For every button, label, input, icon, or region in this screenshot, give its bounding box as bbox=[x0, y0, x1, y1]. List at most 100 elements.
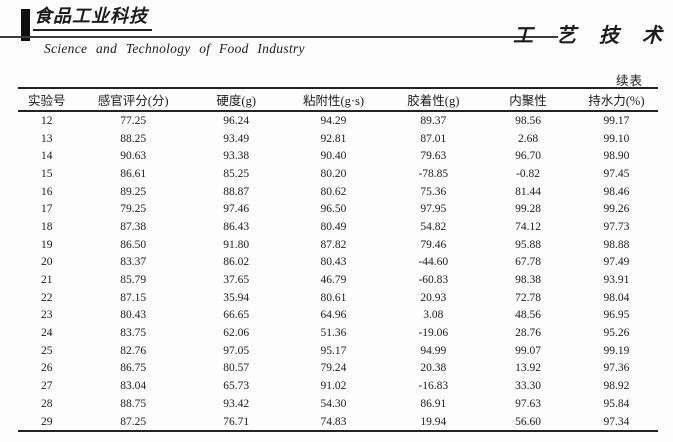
table-cell: 86.91 bbox=[420, 397, 447, 410]
table-cell: 80.43 bbox=[320, 256, 347, 269]
table-cell: 19.94 bbox=[420, 415, 447, 428]
table-cell: 28 bbox=[41, 397, 53, 410]
table-cell: 98.90 bbox=[603, 150, 630, 163]
table-cell: 80.49 bbox=[320, 220, 347, 233]
table-cell: 77.25 bbox=[120, 114, 147, 127]
table-cell: 79.63 bbox=[420, 150, 447, 163]
table-cell: 54.82 bbox=[420, 220, 447, 233]
table-cell: 23 bbox=[41, 309, 53, 322]
column-header: 内聚性 bbox=[509, 94, 547, 108]
table-cell: 93.49 bbox=[223, 132, 250, 145]
column-header: 硬度(g) bbox=[216, 94, 256, 108]
table-cell: 93.91 bbox=[603, 274, 630, 287]
table-cell: 24 bbox=[41, 327, 53, 340]
table-row: 20 83.37 86.02 80.43 -44.60 67.78 97.49 bbox=[18, 254, 658, 272]
table-cell: 98.92 bbox=[603, 380, 630, 393]
masthead-divider bbox=[0, 36, 558, 38]
table-cell: 85.79 bbox=[120, 274, 147, 287]
table-row: 13 88.25 93.49 92.81 87.01 2.68 99.10 bbox=[18, 130, 658, 148]
table-cell: 14 bbox=[41, 150, 53, 163]
table-cell: 88.25 bbox=[120, 132, 147, 145]
table-cell: 97.73 bbox=[603, 220, 630, 233]
journal-masthead: 食品工业科技 工 艺 技 术 Science and Technology of… bbox=[0, 0, 673, 62]
table-cell: 88.75 bbox=[120, 397, 147, 410]
table-cell: 90.40 bbox=[320, 150, 347, 163]
table-cell: 72.78 bbox=[515, 291, 541, 304]
table-cell: 56.60 bbox=[515, 415, 541, 428]
table-row: 29 87.25 76.71 74.83 19.94 56.60 97.34 bbox=[18, 413, 658, 432]
table-cell: 86.43 bbox=[223, 220, 250, 233]
table-cell: 99.28 bbox=[515, 203, 541, 216]
table-cell: 79.25 bbox=[120, 203, 147, 216]
column-header: 感官评分(分) bbox=[97, 94, 169, 108]
continued-table-label: 续表 bbox=[615, 74, 643, 88]
table-cell: 18 bbox=[41, 220, 53, 233]
table-cell: 67.78 bbox=[515, 256, 541, 269]
table-cell: 19 bbox=[41, 238, 53, 251]
table-cell: 99.10 bbox=[603, 132, 630, 145]
table-row: 23 80.43 66.65 64.96 3.08 48.56 96.95 bbox=[18, 307, 658, 325]
table-cell: 65.73 bbox=[223, 380, 250, 393]
table-cell: 98.88 bbox=[603, 238, 630, 251]
table-cell: 86.61 bbox=[120, 167, 147, 180]
table-cell: 20.93 bbox=[420, 291, 447, 304]
table-cell: 64.96 bbox=[320, 309, 347, 322]
table-cell: 96.95 bbox=[603, 309, 630, 322]
table-cell: 80.20 bbox=[320, 167, 347, 180]
table-cell: 13.92 bbox=[515, 362, 541, 375]
table-row: 19 86.50 91.80 87.82 79.46 95.88 98.88 bbox=[18, 236, 658, 254]
table-cell: 99.19 bbox=[603, 344, 630, 357]
table-cell: 87.38 bbox=[120, 220, 147, 233]
section-title-chinese: 工 艺 技 术 bbox=[513, 25, 671, 47]
table-cell: 66.65 bbox=[223, 309, 250, 322]
column-header: 实验号 bbox=[28, 94, 66, 108]
table-cell: 97.34 bbox=[603, 415, 630, 428]
table-cell: 91.02 bbox=[320, 380, 347, 393]
table-cell: -78.85 bbox=[418, 167, 449, 180]
table-row: 25 82.76 97.05 95.17 94.99 99.07 99.19 bbox=[18, 342, 658, 360]
table-header: 实验号 感官评分(分) 硬度(g) 粘附性(g·s) 胶着性(g) 内聚性 持水力(%) bbox=[18, 88, 658, 111]
table-cell: -60.83 bbox=[418, 274, 449, 287]
table-row: 24 83.75 62.06 51.36 -19.06 28.76 95.26 bbox=[18, 324, 658, 342]
table-header-row: 实验号 感官评分(分) 硬度(g) 粘附性(g·s) 胶着性(g) 内聚性 持水力(%) bbox=[18, 88, 658, 111]
table-cell: 80.43 bbox=[120, 309, 147, 322]
table-cell: 99.26 bbox=[603, 203, 630, 216]
table-row: 12 77.25 96.24 94.29 89.37 98.56 99.17 bbox=[18, 111, 658, 130]
table-cell: 20 bbox=[41, 256, 53, 269]
table-cell: 16 bbox=[41, 185, 53, 198]
table-cell: 87.25 bbox=[120, 415, 147, 428]
table-cell: 12 bbox=[41, 114, 53, 127]
table-cell: 82.76 bbox=[120, 344, 147, 357]
table-cell: 2.68 bbox=[517, 132, 539, 145]
table-cell: 95.26 bbox=[603, 327, 630, 340]
table-cell: 15 bbox=[41, 167, 53, 180]
table-cell: 93.42 bbox=[223, 397, 250, 410]
table-row: 22 87.15 35.94 80.61 20.93 72.78 98.04 bbox=[18, 289, 658, 307]
table-row: 14 90.63 93.38 90.40 79.63 96.70 98.90 bbox=[18, 147, 658, 165]
table-cell: 98.56 bbox=[515, 114, 541, 127]
table-cell: 86.02 bbox=[223, 256, 250, 269]
table-row: 18 87.38 86.43 80.49 54.82 74.12 97.73 bbox=[18, 218, 658, 236]
table-cell: 97.46 bbox=[223, 203, 250, 216]
table-cell: 74.12 bbox=[515, 220, 541, 233]
table-row: 16 89.25 88.87 80.62 75.36 81.44 98.46 bbox=[18, 183, 658, 201]
table-cell: 46.79 bbox=[320, 274, 347, 287]
table-cell: 83.75 bbox=[120, 327, 147, 340]
table-cell: 98.04 bbox=[603, 291, 630, 304]
table-cell: 87.82 bbox=[320, 238, 347, 251]
table-cell: 92.81 bbox=[320, 132, 347, 145]
table-row: 15 86.61 85.25 80.20 -78.85 -0.82 97.45 bbox=[18, 165, 658, 183]
table-cell: 35.94 bbox=[223, 291, 250, 304]
logo-bar-decoration bbox=[21, 9, 30, 41]
table-cell: 99.17 bbox=[603, 114, 630, 127]
table-cell: 62.06 bbox=[223, 327, 250, 340]
table-cell: 21 bbox=[41, 274, 53, 287]
table-cell: 89.25 bbox=[120, 185, 147, 198]
table-cell: 17 bbox=[41, 203, 53, 216]
table-body: 12 77.25 96.24 94.29 89.37 98.56 99.17 13 88.25 9… bbox=[18, 111, 658, 431]
table-cell: 54.30 bbox=[320, 397, 347, 410]
column-header: 胶着性(g) bbox=[407, 94, 460, 108]
table-cell: 80.57 bbox=[223, 362, 250, 375]
results-table: 实验号 感官评分(分) 硬度(g) 粘附性(g·s) 胶着性(g) 内聚性 持水力(%) 1… bbox=[18, 87, 658, 433]
table-cell: 99.07 bbox=[515, 344, 541, 357]
